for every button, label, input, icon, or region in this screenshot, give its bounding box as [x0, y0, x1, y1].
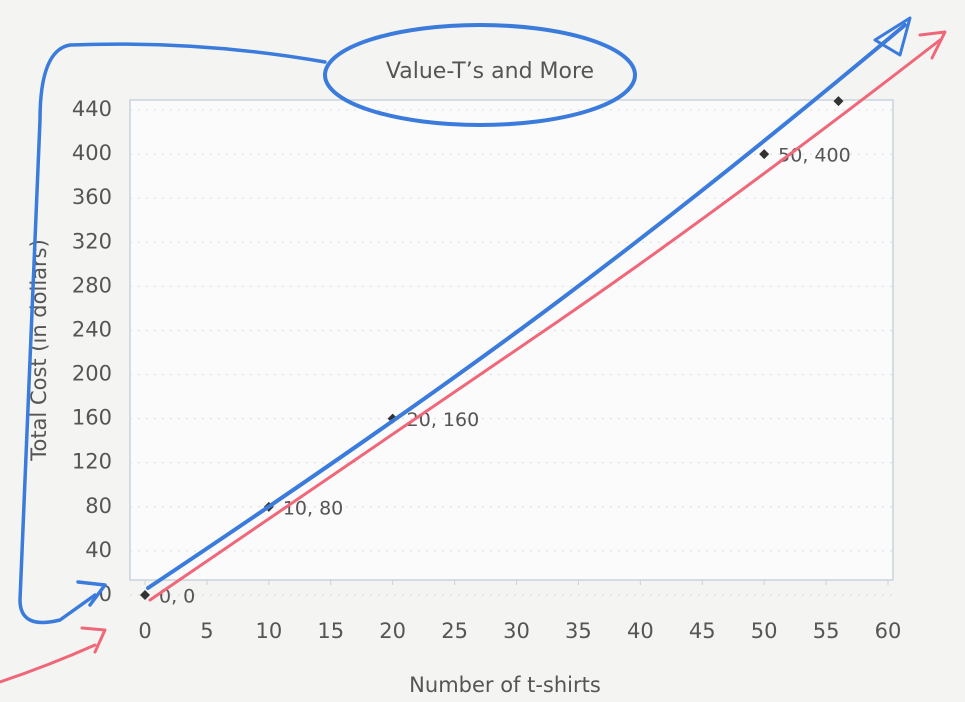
point [140, 590, 150, 600]
x-tick-label: 10 [255, 619, 282, 643]
chart-title: Value-T’s and More [386, 59, 594, 84]
y-tick-label: 40 [85, 538, 112, 562]
red-curve [0, 643, 97, 684]
blue-line [146, 23, 907, 590]
x-tick-label: 40 [627, 619, 654, 643]
red-arrow [918, 30, 947, 60]
x-tick-label: 60 [875, 619, 902, 643]
x-tick-label: 35 [565, 619, 592, 643]
red-line [148, 38, 942, 602]
y-tick-label: 360 [72, 185, 112, 209]
x-axis-title: Number of t-shirts [409, 673, 601, 697]
x-tick-label: 0 [138, 619, 151, 643]
blue-curve [18, 42, 327, 625]
blue-arrow [873, 16, 912, 57]
title-circle [323, 23, 637, 127]
annotations [0, 16, 947, 684]
point [759, 149, 770, 160]
plot-area [129, 99, 894, 581]
y-tick-label: 240 [72, 317, 112, 341]
x-tick-label: 55 [813, 619, 840, 643]
y-tick-label: 80 [85, 494, 112, 518]
x-tick-label: 45 [689, 619, 716, 643]
y-tick-label: 320 [72, 229, 112, 253]
red-curve-arrow [80, 626, 107, 654]
y-tick-label: 440 [72, 97, 112, 121]
x-tick-label: 20 [379, 619, 406, 643]
x-tick-label: 15 [317, 619, 344, 643]
data-label: 20, 160 [407, 409, 480, 431]
blue-curve-arrow [76, 580, 107, 607]
x-tick-label: 30 [503, 619, 530, 643]
point [833, 96, 844, 107]
y-tick-label: 400 [72, 141, 112, 165]
x-tick-label: 25 [441, 619, 468, 643]
y-tick-label: 280 [72, 273, 112, 297]
y-tick-label: 200 [72, 362, 112, 386]
x-tick-label: 5 [200, 619, 213, 643]
x-tick-label: 50 [751, 619, 778, 643]
data-label: 0, 0 [159, 586, 195, 608]
data-label: 10, 80 [283, 497, 343, 519]
y-tick-label: 120 [72, 450, 112, 474]
y-tick-label: 160 [72, 406, 112, 430]
